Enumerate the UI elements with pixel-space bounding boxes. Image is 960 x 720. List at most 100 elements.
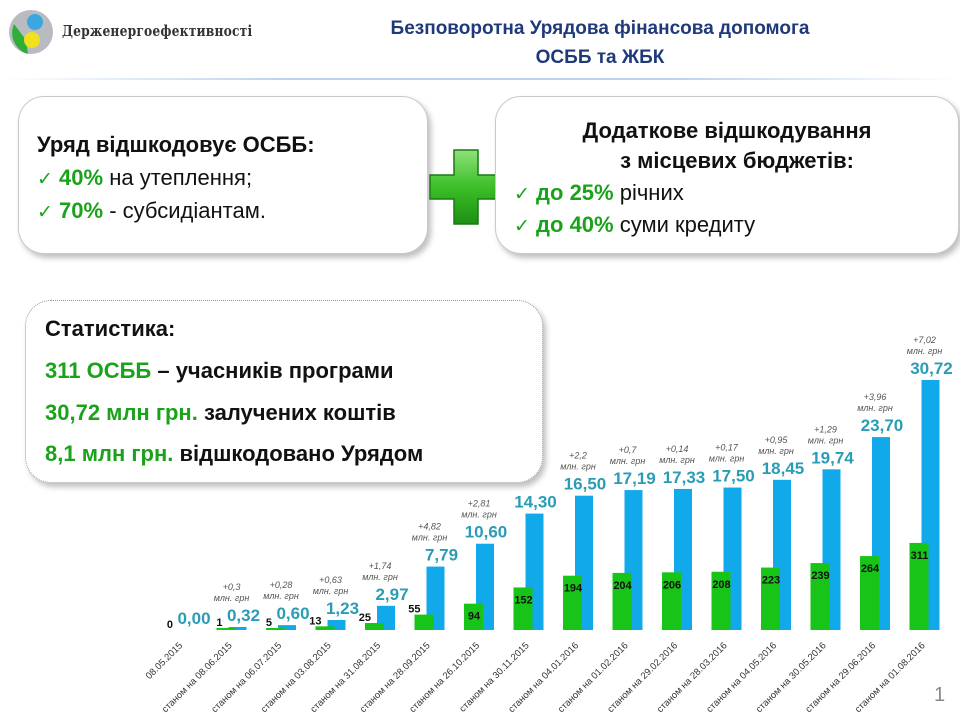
green-bar	[216, 628, 236, 630]
green-bar	[266, 628, 285, 630]
increment-label: +0,17	[715, 443, 739, 453]
green-bar-label: 1	[216, 617, 222, 629]
increment-unit-label: млн. грн	[808, 435, 844, 445]
green-bar-label: 311	[911, 550, 929, 562]
increment-unit-label: млн. грн	[362, 572, 398, 582]
green-bar-label: 25	[359, 612, 371, 624]
green-bar-label: 0	[167, 619, 173, 631]
green-bar	[612, 572, 632, 630]
increment-label: +7,02	[913, 335, 936, 345]
stat-line: 311 ОСББ – учасників програми	[45, 358, 394, 383]
blue-bar-label: 19,74	[811, 448, 854, 467]
increment-unit-label: млн. грн	[560, 462, 596, 472]
increment-label: +1,74	[369, 561, 392, 571]
green-bar	[563, 575, 582, 630]
statistics-box: Статистика: 311 ОСББ – учасників програм…	[25, 300, 543, 483]
logo-icon	[9, 10, 54, 54]
increment-unit-label: млн. грн	[907, 346, 943, 356]
title-line-1: Безповоротна Урядова фінансова допомога	[390, 18, 810, 39]
increment-unit-label: млн. грн	[709, 454, 745, 464]
increment-unit-label: млн. грн	[412, 533, 448, 543]
green-bar-label: 55	[408, 604, 420, 616]
blue-bar-label: 30,72	[910, 359, 953, 378]
increment-label: +3,96	[864, 392, 887, 402]
box-heading: Уряд відшкодовує ОСББ:	[37, 132, 315, 157]
plus-icon	[429, 149, 503, 225]
blue-bar	[228, 627, 247, 630]
blue-bar-label: 18,45	[762, 459, 805, 478]
logo-text: Держенергоефективності	[62, 22, 253, 40]
increment-unit-label: млн. грн	[313, 586, 349, 596]
list-item: ✓ до 25% річних	[514, 180, 684, 205]
list-item: ✓ 70% - субсидіантам.	[37, 198, 266, 223]
green-bar-label: 208	[712, 579, 730, 591]
green-bar	[761, 567, 780, 630]
blue-bar-label: 2,97	[375, 585, 408, 604]
blue-bar-label: 0,32	[227, 606, 260, 625]
increment-label: +0,28	[270, 580, 293, 590]
green-bar-label: 223	[762, 575, 780, 587]
blue-bar-label: 23,70	[861, 416, 904, 435]
blue-bar-label: 14,30	[514, 493, 557, 512]
list-item: ✓ до 40% суми кредиту	[514, 212, 756, 237]
increment-unit-label: млн. грн	[659, 455, 695, 465]
increment-label: +0,3	[223, 582, 241, 592]
green-bar	[365, 623, 384, 630]
green-bar-label: 94	[468, 611, 481, 623]
green-bar-label: 239	[811, 570, 829, 582]
check-icon: ✓	[37, 202, 53, 223]
increment-label: +0,14	[666, 444, 689, 454]
green-bar	[513, 587, 533, 630]
blue-bar-label: 1,23	[326, 599, 359, 618]
title-line-2: ОСББ та ЖБК	[535, 47, 665, 68]
blue-bar-label: 7,79	[425, 546, 458, 565]
check-icon: ✓	[37, 169, 53, 190]
increment-label: +4,82	[418, 522, 441, 532]
increment-label: +0,7	[619, 445, 638, 455]
green-bar	[860, 556, 879, 630]
blue-bar	[278, 625, 296, 630]
green-bar	[810, 563, 830, 630]
list-item: ✓ 40% на утеплення;	[37, 165, 253, 190]
green-bar	[662, 572, 681, 630]
green-bar	[711, 571, 731, 630]
green-bar-label: 5	[266, 617, 272, 629]
box-heading: Додаткове відшкодування	[582, 118, 872, 143]
increment-unit-label: млн. грн	[758, 446, 794, 456]
increment-unit-label: млн. грн	[857, 403, 893, 413]
increment-label: +0,63	[319, 575, 342, 585]
blue-bar-label: 10,60	[465, 523, 508, 542]
green-bar-label: 206	[663, 579, 681, 591]
blue-bar-label: 17,33	[663, 468, 706, 487]
stat-line: 30,72 млн грн. залучених коштів	[45, 400, 396, 425]
increment-unit-label: млн. грн	[461, 510, 497, 520]
page-title: Безповоротна Урядова фінансова допомога …	[300, 14, 900, 72]
local-budget-box: Додаткове відшкодування з місцевих бюдже…	[495, 96, 959, 254]
blue-bar-label: 16,50	[564, 475, 607, 494]
blue-bar	[327, 619, 346, 630]
green-bar	[464, 603, 483, 630]
increment-label: +0,95	[765, 435, 789, 445]
increment-label: +2,2	[569, 451, 587, 461]
stat-line: 8,1 млн грн. відшкодовано Урядом	[45, 441, 424, 466]
government-compensation-box: Уряд відшкодовує ОСББ: ✓ 40% на утепленн…	[18, 96, 428, 254]
box-heading: Статистика:	[45, 316, 176, 341]
green-bar-label: 264	[861, 563, 880, 575]
green-bar-label: 204	[613, 580, 632, 592]
green-bar-label: 152	[514, 594, 532, 606]
category-label: 08.05.2015	[144, 640, 185, 681]
blue-bar-label: 17,50	[712, 467, 755, 486]
green-bar	[414, 614, 434, 630]
blue-bar-label: 0,60	[276, 604, 309, 623]
increment-label: +2,81	[468, 499, 491, 509]
green-bar-label: 13	[309, 615, 321, 627]
green-bar	[315, 626, 335, 630]
blue-bar-label: 17,19	[613, 469, 656, 488]
green-bar-label: 194	[564, 583, 583, 595]
check-icon: ✓	[514, 216, 530, 237]
increment-unit-label: млн. грн	[263, 591, 299, 601]
box-heading: з місцевих бюджетів:	[620, 148, 854, 173]
increment-label: +1,29	[814, 424, 837, 434]
blue-bar	[426, 566, 445, 630]
